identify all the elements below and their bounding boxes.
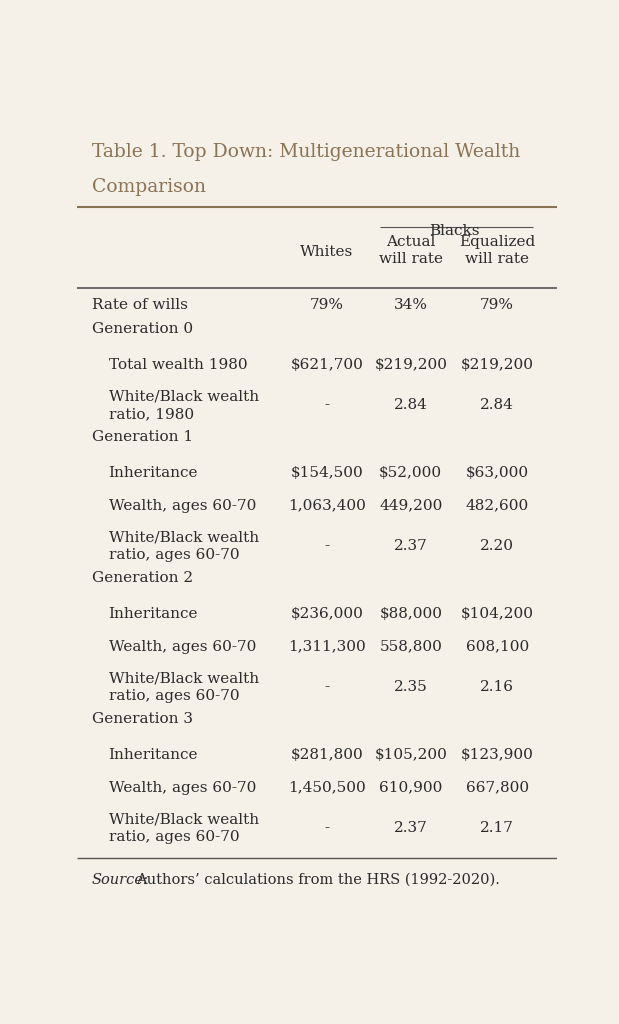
Text: White/Black wealth
ratio, 1980: White/Black wealth ratio, 1980 bbox=[108, 389, 259, 421]
Text: $621,700: $621,700 bbox=[290, 357, 363, 372]
Text: Comparison: Comparison bbox=[92, 178, 206, 196]
Text: $63,000: $63,000 bbox=[465, 466, 529, 480]
Text: 2.84: 2.84 bbox=[394, 398, 428, 413]
Text: 1,311,300: 1,311,300 bbox=[288, 640, 366, 653]
Text: Whites: Whites bbox=[300, 245, 353, 259]
Text: Generation 3: Generation 3 bbox=[92, 712, 193, 726]
Text: $52,000: $52,000 bbox=[379, 466, 443, 480]
Text: 610,900: 610,900 bbox=[379, 780, 443, 795]
Text: -: - bbox=[324, 821, 329, 836]
Text: $236,000: $236,000 bbox=[290, 607, 363, 622]
Text: Generation 2: Generation 2 bbox=[92, 571, 193, 585]
Text: Authors’ calculations from the HRS (1992-2020).: Authors’ calculations from the HRS (1992… bbox=[136, 872, 500, 887]
Text: -: - bbox=[324, 680, 329, 694]
Text: -: - bbox=[324, 540, 329, 553]
Text: $88,000: $88,000 bbox=[379, 607, 443, 622]
Text: 608,100: 608,100 bbox=[465, 640, 529, 653]
Text: $105,200: $105,200 bbox=[374, 748, 447, 762]
Text: 1,450,500: 1,450,500 bbox=[288, 780, 366, 795]
Text: 2.37: 2.37 bbox=[394, 821, 428, 836]
Text: Rate of wills: Rate of wills bbox=[92, 298, 188, 311]
Text: $154,500: $154,500 bbox=[290, 466, 363, 480]
Text: Inheritance: Inheritance bbox=[108, 466, 198, 480]
Text: 2.16: 2.16 bbox=[480, 680, 514, 694]
Text: 34%: 34% bbox=[394, 298, 428, 311]
Text: 558,800: 558,800 bbox=[379, 640, 442, 653]
Text: 2.37: 2.37 bbox=[394, 540, 428, 553]
Text: -: - bbox=[324, 398, 329, 413]
Text: Blacks: Blacks bbox=[429, 224, 479, 238]
Text: Wealth, ages 60-70: Wealth, ages 60-70 bbox=[108, 499, 256, 513]
Text: $219,200: $219,200 bbox=[374, 357, 448, 372]
Text: Generation 0: Generation 0 bbox=[92, 322, 193, 336]
Text: 2.20: 2.20 bbox=[480, 540, 514, 553]
Text: $123,900: $123,900 bbox=[461, 748, 534, 762]
Text: 79%: 79% bbox=[310, 298, 344, 311]
Text: Generation 1: Generation 1 bbox=[92, 430, 193, 444]
Text: Actual
will rate: Actual will rate bbox=[379, 234, 443, 266]
Text: Wealth, ages 60-70: Wealth, ages 60-70 bbox=[108, 780, 256, 795]
Text: 2.84: 2.84 bbox=[480, 398, 514, 413]
Text: Equalized
will rate: Equalized will rate bbox=[459, 234, 535, 266]
Text: 1,063,400: 1,063,400 bbox=[288, 499, 366, 513]
Text: Source:: Source: bbox=[92, 872, 149, 887]
Text: 449,200: 449,200 bbox=[379, 499, 443, 513]
Text: Inheritance: Inheritance bbox=[108, 607, 198, 622]
Text: Total wealth 1980: Total wealth 1980 bbox=[108, 357, 247, 372]
Text: $281,800: $281,800 bbox=[290, 748, 363, 762]
Text: Inheritance: Inheritance bbox=[108, 748, 198, 762]
Text: 482,600: 482,600 bbox=[465, 499, 529, 513]
Text: 2.17: 2.17 bbox=[480, 821, 514, 836]
Text: 667,800: 667,800 bbox=[465, 780, 529, 795]
Text: Wealth, ages 60-70: Wealth, ages 60-70 bbox=[108, 640, 256, 653]
Text: White/Black wealth
ratio, ages 60-70: White/Black wealth ratio, ages 60-70 bbox=[108, 530, 259, 562]
Text: 2.35: 2.35 bbox=[394, 680, 428, 694]
Text: White/Black wealth
ratio, ages 60-70: White/Black wealth ratio, ages 60-70 bbox=[108, 812, 259, 844]
Text: $219,200: $219,200 bbox=[461, 357, 534, 372]
Text: $104,200: $104,200 bbox=[461, 607, 534, 622]
Text: Table 1. Top Down: Multigenerational Wealth: Table 1. Top Down: Multigenerational Wea… bbox=[92, 142, 520, 161]
Text: 79%: 79% bbox=[480, 298, 514, 311]
Text: White/Black wealth
ratio, ages 60-70: White/Black wealth ratio, ages 60-70 bbox=[108, 672, 259, 702]
